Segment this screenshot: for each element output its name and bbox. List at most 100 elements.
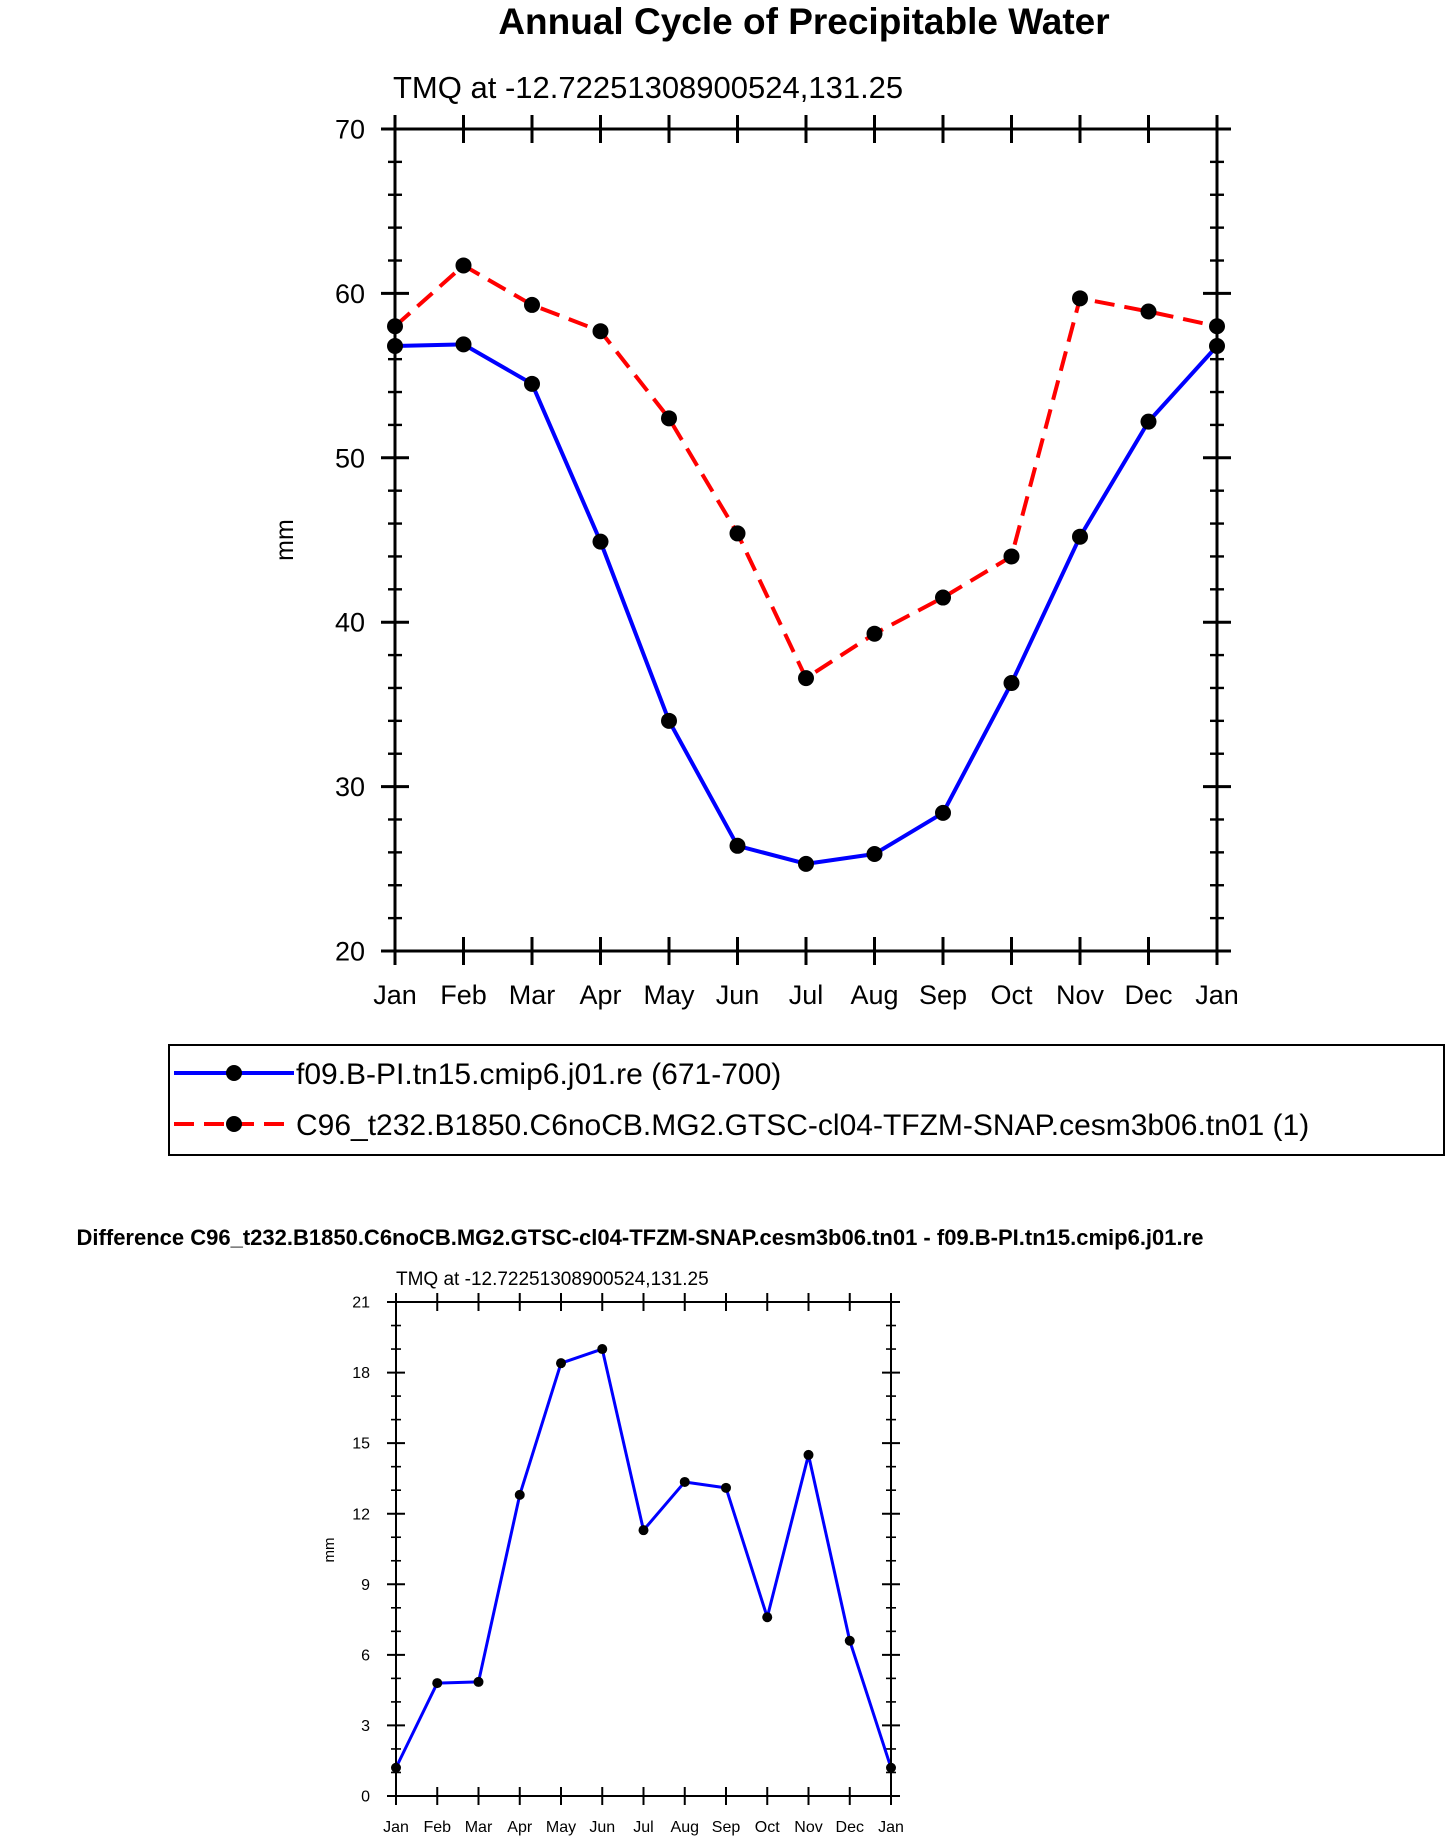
- chart1-plot-frame: [393, 127, 1219, 953]
- chart2-ticks: [387, 1293, 900, 1805]
- series-1-point: [592, 533, 609, 550]
- series-1-point: [866, 846, 883, 863]
- y-tick-label: 18: [352, 1365, 370, 1382]
- chart2-plot-frame: [395, 1301, 892, 1797]
- y-tick-label: 40: [335, 608, 365, 638]
- series-line-1: [394, 342, 1219, 866]
- chart2-series: [391, 1344, 896, 1773]
- chart1-y-axis-label: mm: [271, 519, 299, 561]
- x-tick-label: Jun: [716, 980, 760, 1010]
- series-1-point: [514, 1489, 525, 1500]
- x-tick-label: Jan: [383, 1819, 409, 1836]
- chart2-y-tick-labels: 0 3 6 9 12 15 18 21: [352, 1295, 370, 1806]
- y-tick-label: 60: [335, 279, 365, 309]
- x-tick-label: Mar: [509, 980, 556, 1010]
- chart1-x-tick-labels: Jan Feb Mar Apr May Jun Jul Aug Sep Oct Nov Dec Jan: [373, 980, 1239, 1010]
- x-tick-label: Feb: [440, 980, 487, 1010]
- series-2-point: [866, 625, 883, 642]
- series-2-point: [1072, 290, 1088, 307]
- series-1-point: [803, 1449, 814, 1460]
- series-1-point: [721, 1482, 731, 1493]
- y-tick-label: 15: [352, 1436, 370, 1453]
- x-tick-label: Aug: [850, 980, 898, 1010]
- y-tick-label: 21: [352, 1295, 370, 1312]
- series-1-point: [524, 375, 540, 392]
- y-tick-label: 9: [361, 1577, 370, 1594]
- chart1-series: [387, 257, 1225, 872]
- series-1-point: [762, 1612, 773, 1623]
- x-tick-label: Jul: [789, 980, 824, 1010]
- series-1-point: [556, 1358, 566, 1369]
- series-2-point: [798, 670, 814, 687]
- chart1-ticks: [381, 115, 1231, 965]
- legend-entry-1: f09.B-PI.tn15.cmip6.j01.re (671-700): [174, 1058, 781, 1091]
- chart1-y-tick-labels: 20 30 40 50 60 70: [335, 114, 365, 966]
- series-1-point: [455, 336, 472, 353]
- legend-swatch-marker-2: [226, 1116, 242, 1132]
- x-tick-label: Jan: [878, 1819, 904, 1836]
- x-tick-label: Oct: [990, 980, 1033, 1010]
- x-tick-label: Aug: [671, 1819, 699, 1836]
- series-1-point: [798, 855, 814, 872]
- chart1-legend: f09.B-PI.tn15.cmip6.j01.re (671-700) C96…: [168, 1044, 1445, 1156]
- series-2-point: [935, 589, 951, 606]
- y-tick-label: 50: [335, 443, 365, 473]
- series-1-point: [844, 1635, 855, 1646]
- series-2-point: [729, 525, 746, 542]
- y-tick-label: 70: [335, 114, 365, 144]
- x-tick-label: Jan: [373, 980, 417, 1010]
- y-tick-label: 3: [361, 1718, 370, 1735]
- x-tick-label: Feb: [423, 1819, 451, 1836]
- series-1-point: [679, 1476, 690, 1487]
- x-tick-label: Apr: [507, 1819, 533, 1836]
- y-tick-label: 30: [335, 772, 365, 802]
- series-1-point: [1072, 528, 1088, 545]
- series-1-point: [597, 1344, 608, 1355]
- series-1-point: [935, 804, 951, 821]
- series-2-point: [455, 257, 472, 274]
- legend-label-2: C96_t232.B1850.C6noCB.MG2.GTSC-cl04-TFZM…: [296, 1109, 1309, 1142]
- x-tick-label: Nov: [794, 1819, 822, 1836]
- chart1-subtitle: TMQ at -12.72251308900524,131.25: [393, 70, 903, 105]
- legend-entry-2: C96_t232.B1850.C6noCB.MG2.GTSC-cl04-TFZM…: [174, 1109, 1309, 1142]
- series-2-point: [1140, 303, 1157, 320]
- difference-chart: Difference C96_t232.B1850.C6noCB.MG2.GTS…: [77, 1225, 1204, 1836]
- series-1-point: [473, 1676, 484, 1687]
- x-tick-label: Dec: [836, 1819, 864, 1836]
- legend-box: [168, 1044, 1445, 1156]
- chart2-y-axis-label: mm: [321, 1538, 338, 1563]
- series-2-point: [524, 296, 540, 313]
- chart2-subtitle: TMQ at -12.72251308900524,131.25: [396, 1269, 709, 1290]
- legend-label-1: f09.B-PI.tn15.cmip6.j01.re (671-700): [296, 1058, 781, 1091]
- series-line-1: [394, 1347, 893, 1769]
- y-tick-label: 0: [361, 1789, 370, 1806]
- chart2-x-tick-labels: Jan Feb Mar Apr May Jun Jul Aug Sep Oct Nov Dec Jan: [383, 1819, 904, 1836]
- series-2-point: [661, 410, 677, 427]
- series-1-point: [638, 1525, 649, 1536]
- y-tick-label: 6: [361, 1647, 370, 1664]
- y-tick-label: 20: [335, 936, 365, 966]
- x-tick-label: Oct: [755, 1819, 780, 1836]
- series-line-2: [393, 263, 1218, 681]
- series-1-point: [661, 712, 677, 729]
- x-tick-label: Dec: [1124, 980, 1172, 1010]
- x-tick-label: Nov: [1056, 980, 1105, 1010]
- y-tick-label: 12: [352, 1506, 370, 1523]
- x-tick-label: May: [546, 1819, 576, 1836]
- x-tick-label: Jul: [633, 1819, 653, 1836]
- chart2-title: Difference C96_t232.B1850.C6noCB.MG2.GTS…: [77, 1225, 1204, 1250]
- series-2-point: [1003, 548, 1020, 565]
- x-tick-label: Jan: [1195, 980, 1239, 1010]
- chart1-title: Annual Cycle of Precipitable Water: [498, 1, 1109, 42]
- series-1-point: [1140, 413, 1157, 430]
- x-tick-label: May: [643, 980, 695, 1010]
- x-tick-label: Jun: [589, 1819, 615, 1836]
- legend-swatch-marker-1: [226, 1065, 242, 1081]
- x-tick-label: Apr: [579, 980, 621, 1010]
- series-1-point: [729, 837, 746, 854]
- x-tick-label: Mar: [465, 1819, 493, 1836]
- series-2-point: [592, 323, 609, 340]
- x-tick-label: Sep: [919, 980, 967, 1010]
- annual-cycle-chart: Annual Cycle of Precipitable Water TMQ a…: [271, 1, 1239, 1010]
